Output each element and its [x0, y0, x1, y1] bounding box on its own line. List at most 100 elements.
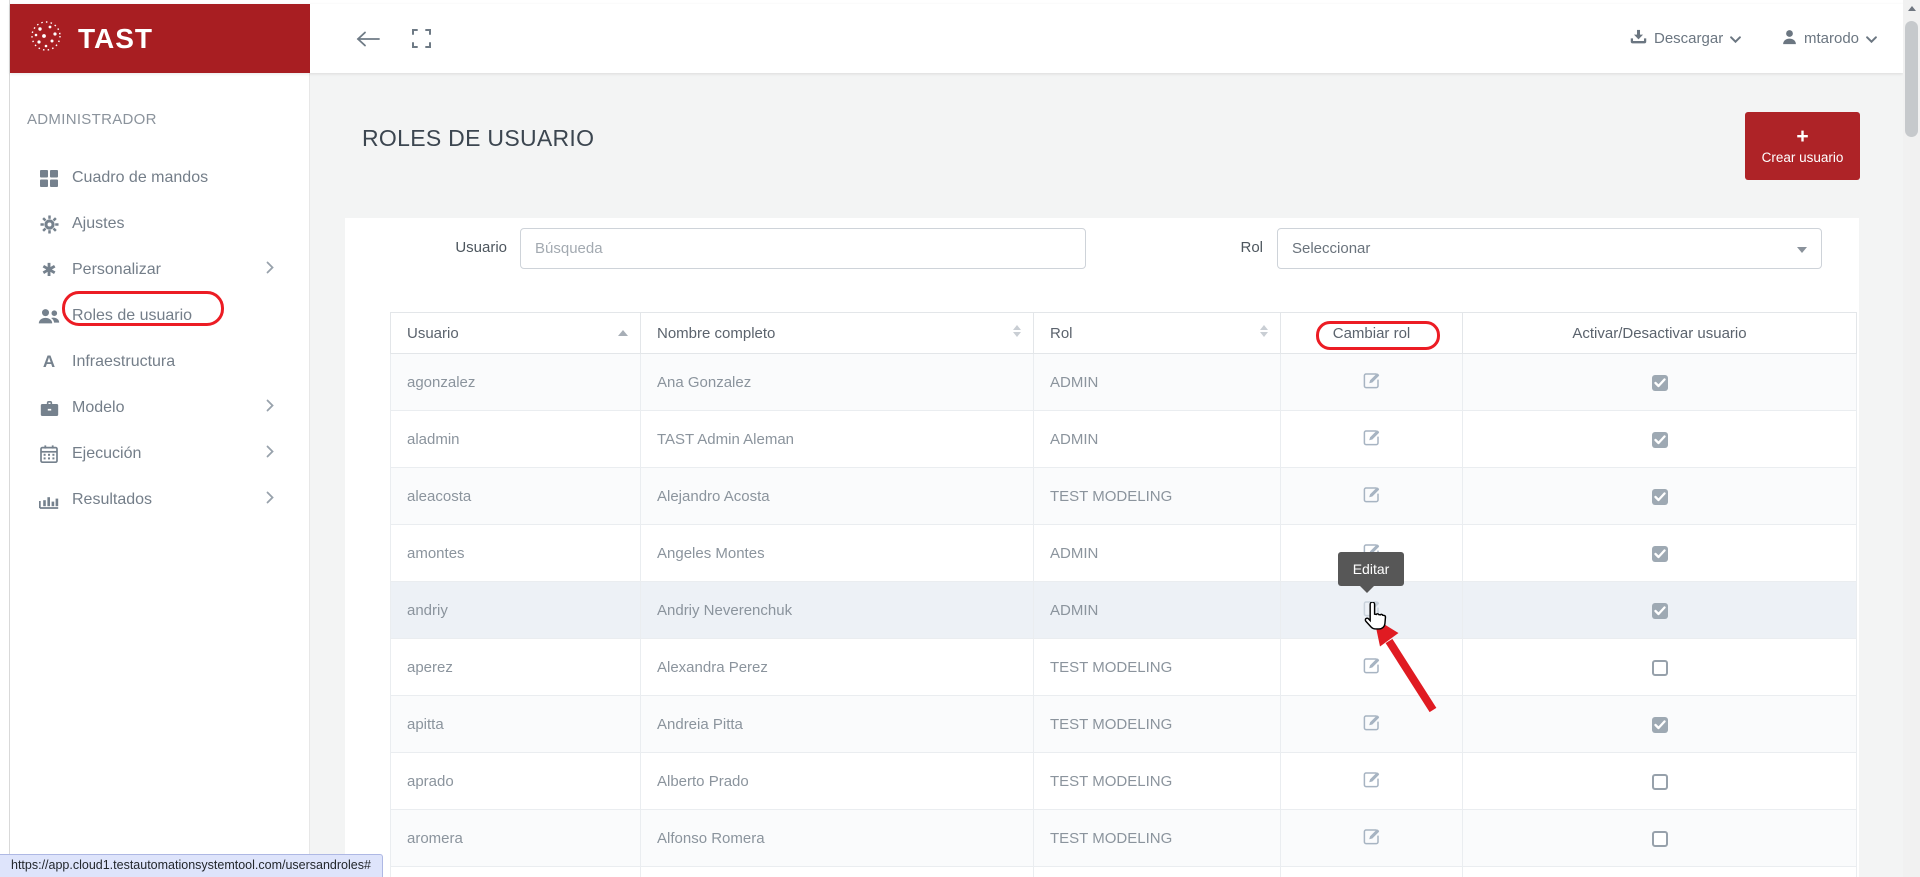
fullscreen-button[interactable] — [412, 4, 431, 73]
sidebar: ADMINISTRADOR Cuadro de mandos Ajustes ✱ Pe… — [10, 73, 310, 877]
rol-select-value: Seleccionar — [1292, 240, 1371, 257]
back-button[interactable] — [355, 4, 381, 73]
column-header-rol[interactable]: Rol — [1033, 312, 1281, 354]
active-checkbox-checked[interactable] — [1651, 374, 1668, 391]
cell-active-toggle — [1462, 581, 1857, 639]
cell-role: TEST MODELING — [1033, 467, 1281, 525]
search-input[interactable] — [520, 228, 1086, 269]
sidebar-item-personalizar[interactable]: ✱ Personalizar — [10, 247, 310, 293]
cell-change-role — [1280, 809, 1463, 867]
column-header-label: Usuario — [407, 324, 459, 342]
active-checkbox-checked[interactable] — [1651, 545, 1668, 562]
cell-active-toggle — [1462, 695, 1857, 753]
sidebar-item-cuadro-de-mandos[interactable]: Cuadro de mandos — [10, 155, 310, 201]
user-row-aleacosta: aleacosta Alejandro Acosta TEST MODELING — [390, 467, 1857, 525]
create-user-button[interactable]: + Crear usuario — [1745, 112, 1860, 180]
table-header-row: Usuario Nombre completo Rol Cambiar rol Acti… — [390, 312, 1857, 354]
active-checkbox-checked[interactable] — [1651, 716, 1668, 733]
cell-username: aperez — [390, 638, 641, 696]
edit-pencil-square-icon[interactable] — [1362, 485, 1381, 504]
usuario-filter-label: Usuario — [455, 239, 507, 256]
active-checkbox-checked[interactable] — [1651, 431, 1668, 448]
scroll-up-button[interactable] — [1903, 0, 1920, 17]
download-menu[interactable]: Descargar — [1630, 4, 1742, 73]
edit-pencil-square-icon[interactable] — [1362, 428, 1381, 447]
edit-pencil-square-icon[interactable] — [1362, 770, 1381, 789]
cell-change-role — [1280, 353, 1463, 411]
sidebar-item-label: Roles de usuario — [72, 307, 193, 324]
cell-full-name: Alexandra Perez — [640, 638, 1034, 696]
edit-pencil-square-icon[interactable] — [1362, 656, 1381, 675]
cell-username: andriy — [390, 581, 641, 639]
rol-filter-label: Rol — [1240, 239, 1263, 256]
scrollbar-thumb[interactable] — [1905, 21, 1918, 137]
cell-full-name: Alberto Prado — [640, 752, 1034, 810]
download-icon — [1630, 29, 1647, 49]
cell-active-toggle — [1462, 524, 1857, 582]
cell-username: aprado — [390, 752, 641, 810]
cell-username: amontes — [390, 524, 641, 582]
column-header-cambiar-rol[interactable]: Cambiar rol — [1280, 312, 1463, 354]
bar-chart-icon — [36, 492, 62, 509]
cell-change-role — [1280, 467, 1463, 525]
brand-name: TAST — [78, 22, 154, 54]
cell-full-name: Alejandro Acosta — [640, 467, 1034, 525]
column-header-nombre-completo[interactable]: Nombre completo — [640, 312, 1034, 354]
sidebar-item-ajustes[interactable]: Ajustes — [10, 201, 310, 247]
active-checkbox-checked[interactable] — [1651, 488, 1668, 505]
column-header-label: Nombre completo — [657, 324, 776, 342]
sidebar-item-label: Ajustes — [72, 215, 125, 232]
edit-pencil-square-icon[interactable] — [1362, 827, 1381, 846]
brand-header[interactable]: TAST — [10, 4, 310, 73]
cell-role: ADMIN — [1033, 524, 1281, 582]
cell-username: agonzalez — [390, 353, 641, 411]
user-row-apitta: apitta Andreia Pitta TEST MODELING — [390, 695, 1857, 753]
browser-status-url: https://app.cloud1.testautomationsystemt… — [0, 854, 383, 877]
editar-tooltip: Editar — [1338, 552, 1404, 593]
window-edge-line — [9, 0, 10, 877]
user-row-aromera: aromera Alfonso Romera TEST MODELING — [390, 809, 1857, 867]
sidebar-item-infraestructura[interactable]: A Infraestructura — [10, 339, 310, 385]
sidebar-section-title: ADMINISTRADOR — [27, 111, 157, 128]
cell-change-role — [1280, 638, 1463, 696]
cell-username: aleacosta — [390, 467, 641, 525]
cell-role: TEST MODELING — [1033, 752, 1281, 810]
cell-active-toggle — [1462, 809, 1857, 867]
cell-role: ADMIN — [1033, 353, 1281, 411]
vertical-scrollbar[interactable] — [1903, 0, 1920, 877]
cell-username: apitta — [390, 695, 641, 753]
cell-empty — [1280, 866, 1463, 877]
sort-both-icon — [1260, 325, 1268, 337]
active-checkbox-unchecked[interactable] — [1651, 659, 1668, 676]
active-checkbox-checked[interactable] — [1651, 602, 1668, 619]
active-checkbox-unchecked[interactable] — [1651, 773, 1668, 790]
sort-both-icon — [1013, 325, 1021, 337]
column-header-usuario[interactable]: Usuario — [390, 312, 641, 354]
rol-select[interactable]: Seleccionar — [1277, 228, 1822, 269]
edit-pencil-square-icon[interactable] — [1362, 713, 1381, 732]
edit-pencil-square-icon[interactable] — [1362, 599, 1381, 618]
active-checkbox-unchecked[interactable] — [1651, 830, 1668, 847]
cell-active-toggle — [1462, 353, 1857, 411]
editar-tooltip-label: Editar — [1352, 561, 1390, 577]
user-menu[interactable]: mtarodo — [1782, 4, 1877, 73]
user-row-amontes: amontes Angeles Montes ADMIN — [390, 524, 1857, 582]
download-label: Descargar — [1654, 30, 1724, 47]
cell-active-toggle — [1462, 410, 1857, 468]
column-header-label: Cambiar rol — [1332, 324, 1411, 342]
edit-pencil-square-icon[interactable] — [1362, 371, 1381, 390]
sidebar-item-resultados[interactable]: Resultados — [10, 477, 310, 523]
sidebar-item-roles-de-usuario[interactable]: Roles de usuario — [10, 293, 310, 339]
cell-active-toggle — [1462, 752, 1857, 810]
column-header-activar-desactivar-usuario[interactable]: Activar/Desactivar usuario — [1462, 312, 1857, 354]
user-row-aprado: aprado Alberto Prado TEST MODELING — [390, 752, 1857, 810]
chevron-down-icon — [1730, 30, 1742, 47]
sidebar-item-modelo[interactable]: Modelo — [10, 385, 310, 431]
user-row-aperez: aperez Alexandra Perez TEST MODELING — [390, 638, 1857, 696]
sidebar-item-ejecuci-n[interactable]: Ejecución — [10, 431, 310, 477]
briefcase-icon — [36, 400, 62, 417]
chevron-down-icon — [1866, 30, 1877, 47]
cell-role: TEST MODELING — [1033, 695, 1281, 753]
cell-role: TEST MODELING — [1033, 809, 1281, 867]
main-content: ROLES DE USUARIO + Crear usuario Usuario… — [310, 73, 1903, 877]
